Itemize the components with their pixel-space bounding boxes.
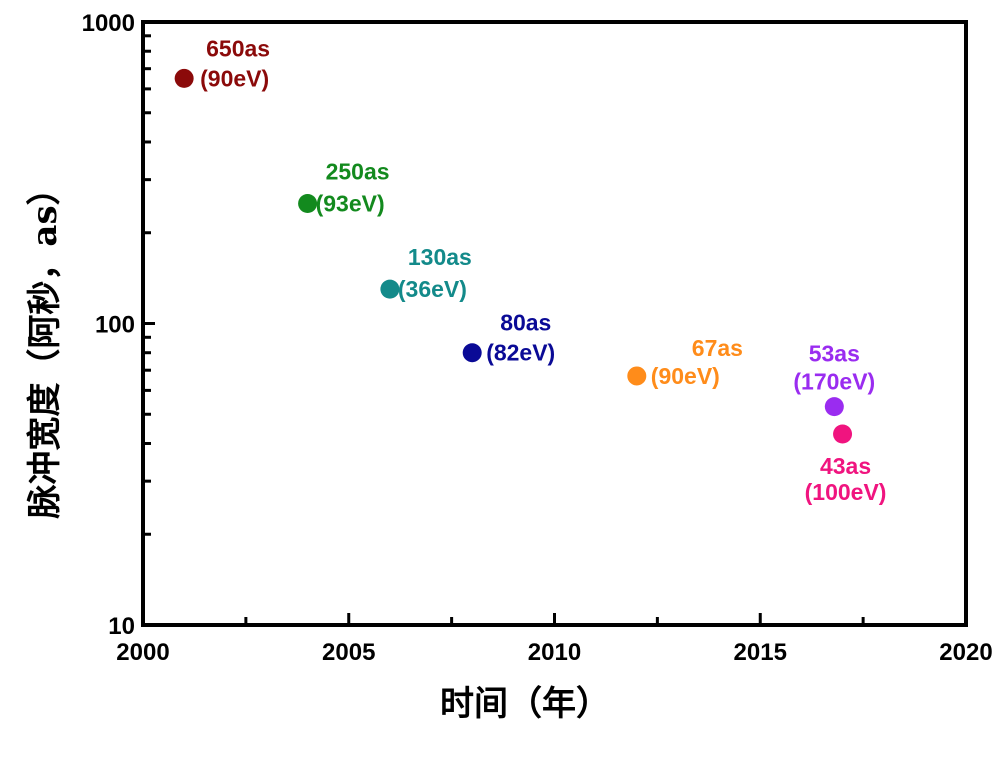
data-sublabel: (82eV) (486, 340, 555, 366)
data-label: 80as (500, 310, 551, 336)
data-label: 53as (809, 341, 860, 367)
data-label: 650as (206, 35, 270, 61)
data-sublabel: (170eV) (793, 369, 875, 395)
plot-frame (141, 20, 968, 627)
x-tick-label: 2020 (939, 639, 992, 666)
data-point (380, 279, 400, 299)
data-point (833, 424, 853, 444)
y-tick-label: 1000 (82, 10, 135, 37)
data-point (824, 397, 844, 417)
data-point (627, 366, 647, 386)
data-label: 250as (326, 159, 390, 185)
data-point (298, 194, 318, 214)
y-tick-label: 100 (95, 312, 135, 339)
data-label: 130as (408, 244, 472, 270)
data-point (174, 68, 194, 88)
data-sublabel: (93eV) (316, 191, 385, 217)
data-sublabel: (100eV) (805, 479, 887, 505)
data-sublabel: (36eV) (398, 276, 467, 302)
data-sublabel: (90eV) (200, 65, 269, 91)
data-label: 43as (820, 453, 871, 479)
x-tick-label: 2005 (322, 639, 375, 666)
x-tick-label: 2000 (116, 639, 169, 666)
x-tick-label: 2015 (734, 639, 787, 666)
data-point (462, 343, 482, 363)
x-axis-label: 时间（年） (440, 684, 610, 724)
data-sublabel: (90eV) (651, 363, 720, 389)
x-tick-label: 2010 (528, 639, 581, 666)
y-tick-label: 10 (108, 613, 135, 640)
data-label: 67as (692, 335, 743, 361)
y-axis-label: 脉冲宽度（阿秒，as） (25, 171, 65, 518)
